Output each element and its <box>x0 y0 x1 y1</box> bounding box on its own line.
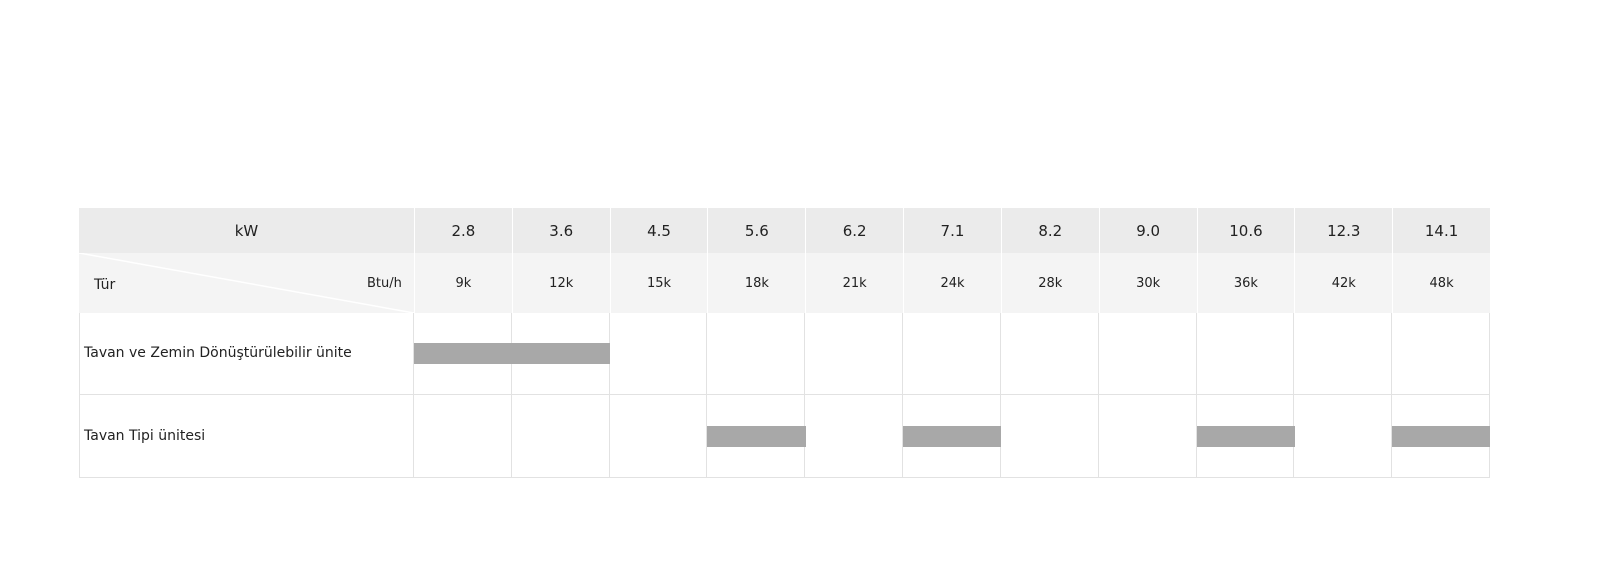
cell <box>1392 313 1490 395</box>
kw-value: 12.3 <box>1294 208 1393 253</box>
cell <box>1294 395 1393 478</box>
btu-label: Btu/h <box>367 276 402 291</box>
row-label: Tavan Tipi ünitesi <box>84 427 206 444</box>
cell <box>805 395 904 478</box>
kw-value: 9.0 <box>1098 208 1197 253</box>
cell <box>511 395 610 478</box>
btu-value: 21k <box>805 253 904 313</box>
cell <box>414 395 512 478</box>
kw-value: 8.2 <box>1000 208 1099 253</box>
kw-label: kW <box>79 208 414 253</box>
kw-value: 5.6 <box>707 208 806 253</box>
cell <box>1196 313 1295 395</box>
availability-bar <box>1392 425 1491 447</box>
availability-bar <box>903 425 1002 447</box>
kw-value: 10.6 <box>1196 208 1295 253</box>
availability-bar <box>1196 425 1295 447</box>
cell <box>1294 313 1393 395</box>
btu-value: 18k <box>707 253 806 313</box>
cell <box>609 395 708 478</box>
cell <box>903 313 1001 395</box>
diagonal <box>78 252 415 314</box>
btu-value: 36k <box>1196 253 1295 313</box>
cell <box>805 313 904 395</box>
cell <box>707 313 806 395</box>
btu-value: 15k <box>609 253 708 313</box>
btu-value: 42k <box>1294 253 1393 313</box>
btu-value: 30k <box>1098 253 1197 313</box>
availability-bar <box>511 343 611 364</box>
kw-value: 3.6 <box>511 208 610 253</box>
cell <box>609 313 708 395</box>
btu-value: 28k <box>1000 253 1099 313</box>
row-label: Tavan ve Zemin Dönüştürülebilir ünite <box>84 345 352 361</box>
cell <box>1000 395 1099 478</box>
btu-value: 12k <box>511 253 610 313</box>
availability-bar <box>414 343 513 364</box>
row-label-cell <box>79 313 414 395</box>
availability-bar <box>707 425 806 447</box>
kw-value: 2.8 <box>414 208 512 253</box>
btu-value: 48k <box>1392 253 1490 313</box>
btu-value: 9k <box>414 253 512 313</box>
row-label-cell <box>79 395 414 478</box>
kw-value: 4.5 <box>609 208 708 253</box>
cell <box>1098 313 1197 395</box>
cell <box>1000 313 1099 395</box>
kw-value: 14.1 <box>1392 208 1490 253</box>
cell <box>1098 395 1197 478</box>
type-label: Tür <box>94 277 116 293</box>
btu-value: 24k <box>903 253 1001 313</box>
kw-value: 7.1 <box>903 208 1001 253</box>
kw-value: 6.2 <box>805 208 904 253</box>
